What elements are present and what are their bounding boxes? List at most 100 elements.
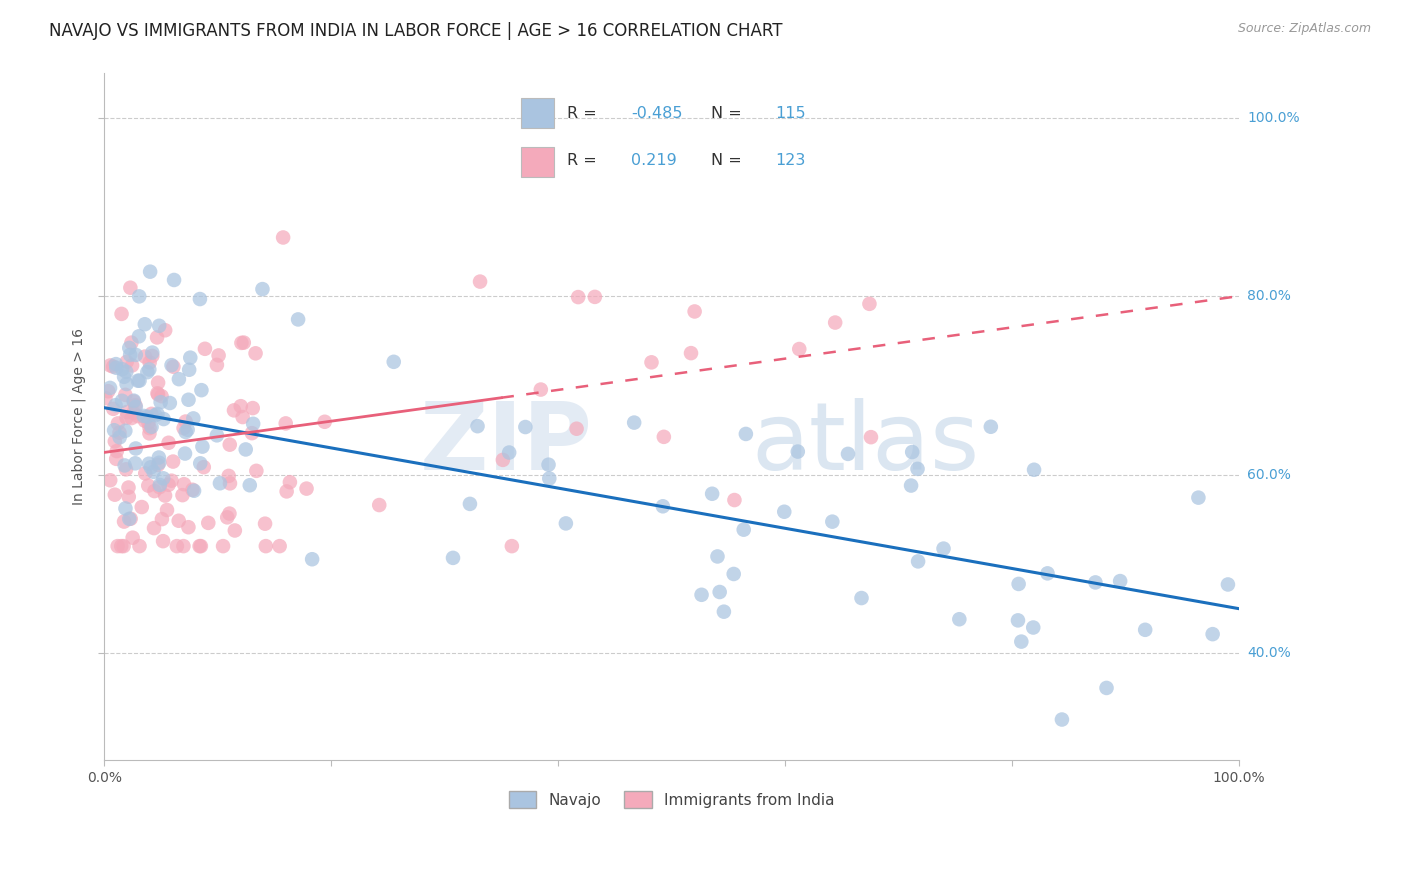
Point xyxy=(121,531,143,545)
Point xyxy=(901,445,924,459)
Point xyxy=(583,290,606,304)
Point xyxy=(492,453,515,467)
Point xyxy=(114,501,136,516)
Point xyxy=(162,454,184,468)
Point xyxy=(141,419,163,434)
Point xyxy=(124,398,146,412)
Point xyxy=(139,460,162,475)
Point xyxy=(274,417,297,431)
Point xyxy=(222,403,245,417)
Point xyxy=(1187,491,1209,505)
Point xyxy=(146,458,169,472)
Point xyxy=(368,498,391,512)
Text: 40.0%: 40.0% xyxy=(1247,647,1291,660)
Point xyxy=(117,481,139,495)
Point xyxy=(160,358,183,372)
Point xyxy=(138,362,160,376)
Point xyxy=(105,360,128,375)
Point xyxy=(132,409,155,423)
Point xyxy=(837,447,859,461)
Point xyxy=(167,514,190,528)
Point xyxy=(713,605,735,619)
Point xyxy=(128,374,150,388)
Point xyxy=(146,376,169,390)
Point xyxy=(118,512,141,526)
Point xyxy=(851,591,873,605)
Point xyxy=(148,450,170,465)
Point xyxy=(709,585,731,599)
Point xyxy=(105,451,128,466)
Text: Source: ZipAtlas.com: Source: ZipAtlas.com xyxy=(1237,22,1371,36)
Point xyxy=(127,374,149,388)
Point xyxy=(980,419,1002,434)
Point xyxy=(104,398,127,412)
Point xyxy=(1084,575,1107,590)
Point xyxy=(651,500,673,514)
Point xyxy=(166,539,188,553)
Point xyxy=(121,359,143,373)
Point xyxy=(111,362,134,376)
Point xyxy=(134,467,156,481)
Point xyxy=(173,421,195,435)
Point xyxy=(148,480,170,494)
Point xyxy=(157,477,180,491)
Point xyxy=(773,505,796,519)
Point xyxy=(134,414,156,428)
Point xyxy=(141,407,163,421)
Point xyxy=(148,318,170,333)
Point xyxy=(120,348,142,362)
Point xyxy=(97,384,120,399)
Point xyxy=(232,335,254,350)
Point xyxy=(125,442,148,456)
Point xyxy=(104,434,127,449)
Point xyxy=(1109,574,1132,588)
Point xyxy=(134,350,156,364)
Point xyxy=(177,392,200,407)
Point xyxy=(900,478,922,492)
Point xyxy=(1022,463,1045,477)
Point xyxy=(501,539,523,553)
Point xyxy=(245,346,267,360)
Point xyxy=(101,359,124,374)
Point xyxy=(115,405,138,419)
Y-axis label: In Labor Force | Age > 16: In Labor Force | Age > 16 xyxy=(72,328,86,505)
Point xyxy=(120,512,142,526)
Point xyxy=(194,342,217,356)
Point xyxy=(143,408,166,422)
Point xyxy=(723,566,745,581)
Point xyxy=(125,348,148,362)
Point xyxy=(114,424,136,438)
Legend: Navajo, Immigrants from India: Navajo, Immigrants from India xyxy=(503,785,841,814)
Point xyxy=(207,348,229,362)
Point xyxy=(278,475,301,490)
Point xyxy=(110,539,132,553)
Point xyxy=(138,355,160,369)
Point xyxy=(128,289,150,303)
Point xyxy=(146,407,169,421)
Point xyxy=(127,409,149,424)
Point xyxy=(146,330,169,344)
Point xyxy=(948,612,970,626)
Point xyxy=(143,484,166,499)
Point xyxy=(107,539,129,553)
Point xyxy=(193,460,215,475)
Point xyxy=(160,474,183,488)
Text: ZIP: ZIP xyxy=(419,398,592,491)
Text: NAVAJO VS IMMIGRANTS FROM INDIA IN LABOR FORCE | AGE > 16 CORRELATION CHART: NAVAJO VS IMMIGRANTS FROM INDIA IN LABOR… xyxy=(49,22,783,40)
Point xyxy=(821,515,844,529)
Point xyxy=(110,307,132,321)
Point xyxy=(163,273,186,287)
Point xyxy=(153,489,176,503)
Point xyxy=(136,478,159,492)
Point xyxy=(103,423,125,437)
Point xyxy=(136,365,159,379)
Point xyxy=(134,318,156,332)
Point xyxy=(786,444,808,458)
Text: 100.0%: 100.0% xyxy=(1247,111,1299,125)
Point xyxy=(118,341,141,355)
Point xyxy=(252,282,274,296)
Point xyxy=(565,422,588,436)
Point xyxy=(149,478,172,492)
Point xyxy=(115,355,138,369)
Point xyxy=(314,415,336,429)
